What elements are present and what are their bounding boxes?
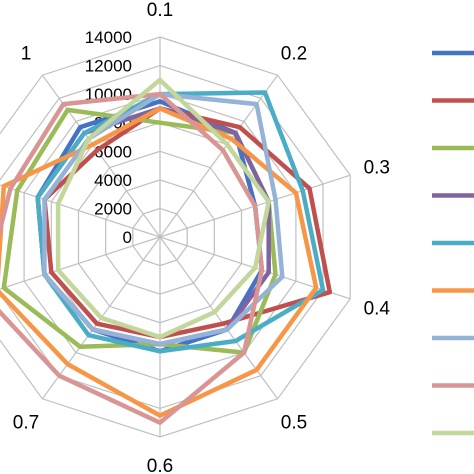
category-label: 0.7: [13, 413, 39, 434]
category-label: 0.2: [281, 44, 307, 65]
grid-spoke: [159, 236, 279, 400]
series-line-6: [0, 106, 319, 418]
category-labels: 0.10.20.30.40.50.60.70.80.91: [13, 0, 391, 474]
grid-spoke: [41, 74, 161, 238]
radial-tick-label: 2000: [94, 199, 132, 218]
series-lines: [0, 77, 333, 425]
grid-spoke: [0, 236, 161, 290]
series-line-5: [35, 90, 326, 354]
radial-tick-label: 12000: [85, 57, 132, 76]
category-label: 0.4: [364, 299, 391, 320]
legend: [432, 50, 474, 436]
series-line-9: [55, 77, 271, 340]
grid-spoke: [0, 184, 161, 238]
category-label: 1: [21, 44, 32, 65]
category-label: 0.5: [281, 413, 307, 434]
category-label: 0.6: [147, 456, 173, 474]
radial-tick-label: 4000: [94, 171, 132, 190]
radial-tick-label: 14000: [85, 28, 132, 47]
grid-spoke: [159, 74, 279, 238]
radial-tick-label: 6000: [94, 142, 132, 161]
series-line-8: [0, 91, 265, 425]
category-label: 0.1: [147, 0, 173, 21]
series-line-7: [42, 91, 285, 347]
radial-tick-label: 0: [123, 228, 132, 247]
category-label: 0.3: [364, 158, 390, 179]
